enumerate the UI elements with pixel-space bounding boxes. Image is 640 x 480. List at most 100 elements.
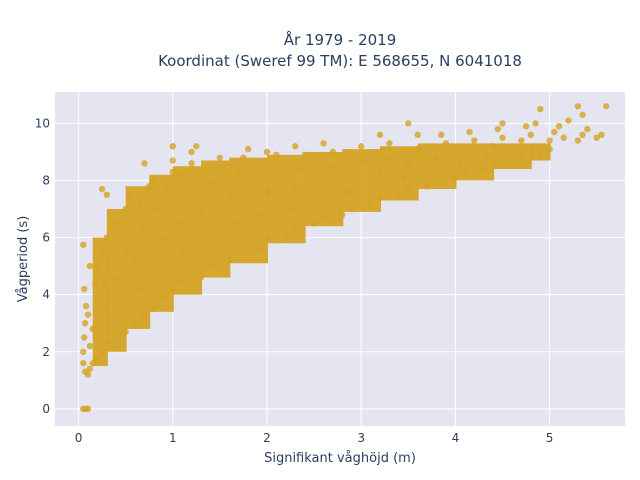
data-point (117, 220, 125, 227)
data-point (84, 311, 92, 318)
data-point (357, 143, 365, 150)
data-point (405, 160, 412, 167)
data-point (113, 274, 120, 281)
data-point (103, 305, 111, 313)
data-point (122, 205, 129, 213)
data-point (461, 148, 469, 156)
data-point (494, 125, 502, 133)
data-point (98, 185, 106, 193)
data-point (263, 234, 271, 241)
data-point (136, 285, 143, 293)
data-point (122, 328, 129, 335)
data-point (485, 151, 492, 159)
data-point (292, 183, 299, 190)
data-point (235, 245, 242, 253)
data-point (301, 151, 308, 159)
dense-region-band (229, 157, 268, 264)
data-point (282, 234, 290, 241)
y-tick-label: 8 (42, 173, 50, 187)
dense-region-band (304, 151, 344, 227)
data-point (376, 168, 384, 176)
y-axis-title: Vågperiod (s) (16, 216, 31, 303)
dense-region-band (125, 186, 151, 329)
data-point (537, 105, 544, 113)
data-point (296, 165, 304, 173)
data-point (452, 174, 459, 181)
data-point (320, 214, 327, 221)
data-point (315, 197, 323, 204)
data-point (136, 200, 143, 207)
data-point (480, 165, 487, 173)
data-point (84, 371, 92, 378)
data-point (471, 137, 478, 144)
data-point (518, 154, 525, 161)
data-point (254, 245, 261, 253)
dense-region-band (172, 166, 203, 295)
data-point (461, 168, 469, 176)
data-point (84, 405, 92, 413)
data-point (160, 294, 167, 301)
chart-title-line-1: År 1979 - 2019 (284, 30, 397, 49)
data-point (499, 134, 506, 141)
data-point (423, 183, 431, 190)
data-point (310, 220, 318, 227)
data-point (86, 262, 94, 270)
x-tick-label: 0 (75, 431, 83, 445)
data-point (428, 165, 436, 173)
data-point (395, 191, 403, 198)
y-tick-label: 4 (42, 288, 50, 302)
data-point (92, 280, 99, 287)
data-point (103, 191, 111, 198)
data-point (86, 342, 94, 350)
dense-region-band (380, 146, 419, 201)
data-point (508, 157, 516, 164)
dense-region-band (149, 174, 174, 312)
data-point (376, 194, 384, 201)
data-point (499, 120, 506, 127)
x-tick-label: 1 (169, 431, 177, 445)
data-point (150, 305, 158, 313)
data-point (329, 163, 337, 170)
data-point (574, 137, 582, 144)
data-point (188, 160, 195, 167)
data-point (376, 131, 384, 139)
data-point (86, 365, 94, 373)
data-point (178, 248, 186, 256)
data-point (81, 334, 88, 341)
data-point (268, 165, 275, 173)
data-point (146, 183, 153, 190)
data-point (122, 248, 129, 256)
data-point (546, 137, 553, 144)
data-point (169, 285, 176, 293)
data-point (292, 143, 299, 150)
dense-region-band (493, 143, 532, 170)
y-tick-label: 2 (42, 345, 50, 359)
data-point (94, 357, 101, 364)
x-axis-title: Signifikant våghöjd (m) (264, 451, 416, 466)
x-tick-label: 3 (357, 431, 365, 445)
data-point (155, 205, 162, 213)
data-point (80, 348, 87, 355)
data-point (522, 123, 530, 130)
data-point (259, 211, 266, 218)
data-point (174, 220, 181, 227)
data-point (207, 262, 214, 270)
data-point (287, 205, 294, 213)
data-point (292, 225, 299, 233)
data-point (169, 168, 176, 176)
data-point (579, 111, 586, 119)
data-point (414, 145, 421, 153)
data-point (207, 180, 214, 187)
data-point (584, 125, 591, 133)
data-point (188, 148, 195, 156)
data-point (348, 205, 355, 213)
data-point (244, 145, 252, 153)
data-point (230, 220, 238, 227)
data-point (98, 348, 106, 355)
data-point (178, 171, 186, 178)
data-point (263, 148, 271, 156)
data-point (489, 143, 497, 150)
data-point (108, 220, 115, 227)
data-point (386, 154, 393, 161)
